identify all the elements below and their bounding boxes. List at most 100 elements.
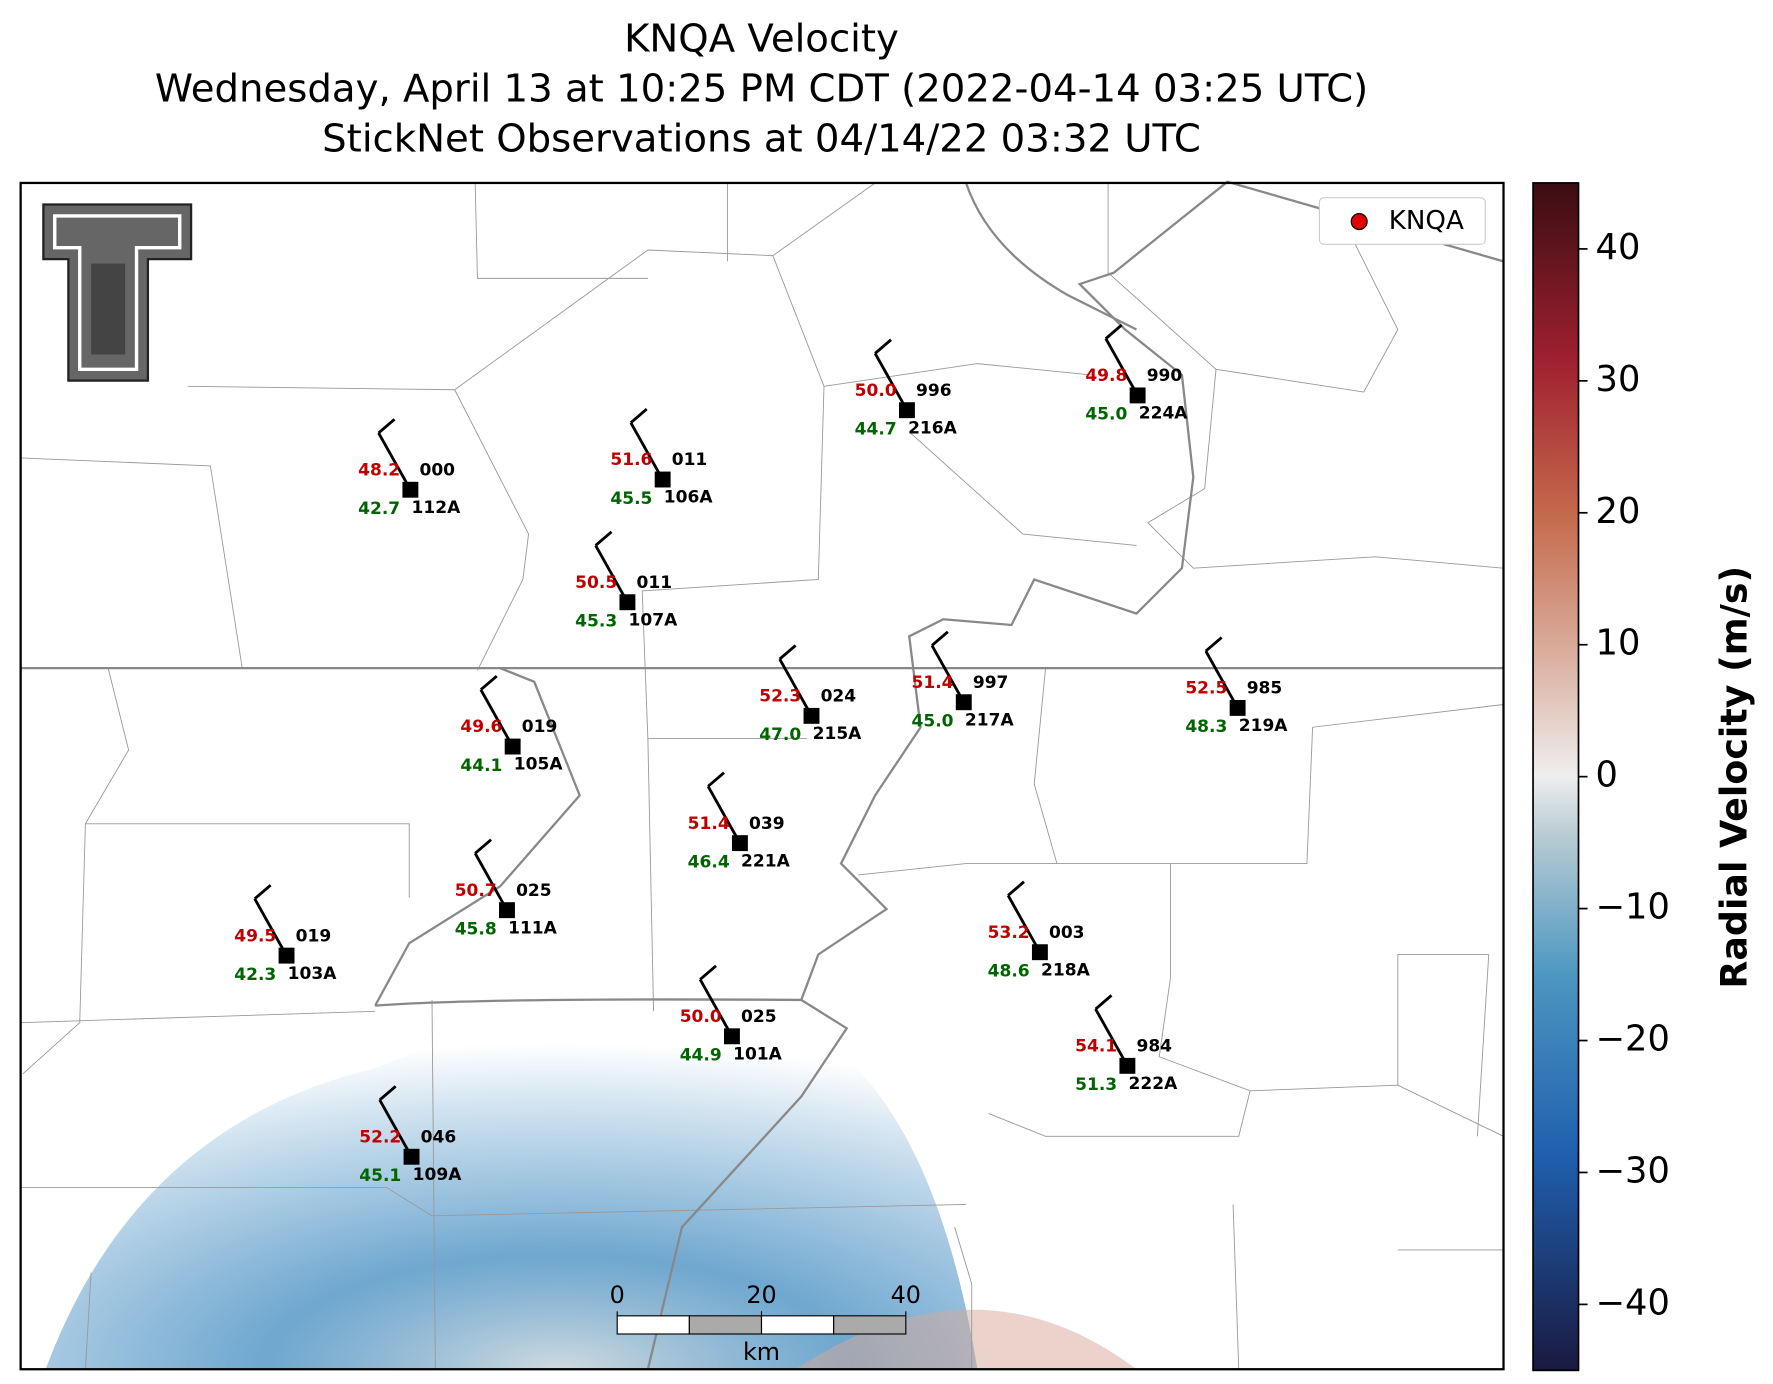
pressure: 019 — [296, 926, 332, 946]
colorbar-label: Radial Velocity (m/s) — [1712, 566, 1755, 989]
subtitle: Wednesday, April 13 at 10:25 PM CDT (202… — [155, 66, 1368, 111]
station-marker — [278, 947, 295, 964]
dewpoint: 46.4 — [688, 852, 730, 872]
pressure: 039 — [749, 814, 785, 834]
dewpoint: 51.3 — [1075, 1075, 1117, 1095]
wind-barb — [699, 964, 717, 981]
wind-barb-staff — [594, 544, 629, 603]
station-marker — [955, 694, 972, 711]
wind-barb — [629, 407, 648, 424]
scale-tick-label: 40 — [891, 1281, 921, 1309]
pressure: 025 — [516, 881, 552, 901]
station-marker — [619, 594, 636, 611]
wind-barb-staff — [479, 689, 514, 748]
colorbar-tick-label: 20 — [1596, 491, 1641, 532]
colorbar-tick-label: 40 — [1596, 227, 1641, 268]
station-id: 218A — [1041, 960, 1091, 980]
scale-tick-label: 20 — [746, 1281, 776, 1309]
colorbar-tick-label: −40 — [1596, 1282, 1670, 1323]
station-id: 112A — [412, 498, 462, 518]
wind-barb — [874, 338, 892, 355]
pressure: 024 — [821, 687, 857, 707]
dewpoint: 48.6 — [988, 962, 1030, 982]
temperature: 51.6 — [610, 450, 652, 470]
temperature: 54.1 — [1075, 1037, 1117, 1057]
temperature: 50.0 — [855, 381, 897, 401]
colorbar — [1532, 182, 1580, 1372]
dewpoint: 44.7 — [855, 420, 897, 440]
logo — [42, 203, 193, 382]
station-id: 111A — [508, 918, 558, 938]
pressure: 046 — [421, 1127, 457, 1147]
temperature: 49.6 — [460, 717, 502, 737]
colorbar-tick-label: 30 — [1596, 359, 1641, 400]
scale-tick-label: 0 — [610, 1281, 625, 1309]
wind-barb-staff — [778, 658, 813, 717]
wind-barb-staff — [930, 644, 966, 703]
station-id: 106A — [664, 488, 714, 508]
station-marker — [402, 481, 419, 498]
station-marker — [1119, 1057, 1136, 1074]
station-id: 222A — [1129, 1074, 1179, 1094]
wind-barb-staff — [698, 978, 734, 1037]
station-id: 109A — [413, 1165, 463, 1185]
dewpoint: 47.0 — [759, 725, 801, 745]
wind-barb — [377, 418, 396, 435]
wind-barb — [1094, 994, 1113, 1011]
wind-barb — [1204, 636, 1223, 653]
pressure: 997 — [973, 673, 1009, 693]
pressure: 990 — [1147, 366, 1183, 386]
temperature: 50.0 — [680, 1007, 722, 1027]
legend-marker — [1350, 213, 1368, 231]
scale-segment — [833, 1315, 907, 1335]
temperature: 50.5 — [575, 573, 617, 593]
pressure: 003 — [1049, 923, 1085, 943]
temperature: 48.2 — [358, 460, 400, 480]
dewpoint: 44.1 — [460, 756, 502, 776]
station-id: 215A — [813, 724, 863, 744]
pressure: 025 — [741, 1007, 777, 1027]
subtitle: StickNet Observations at 04/14/22 03:32 … — [322, 116, 1201, 161]
temperature: 51.4 — [688, 814, 730, 834]
dewpoint: 42.7 — [358, 499, 400, 519]
wind-barb-staff — [253, 898, 288, 957]
station-marker — [1129, 387, 1146, 404]
station-id: 107A — [629, 610, 679, 630]
station-marker — [1031, 944, 1048, 961]
map-frame — [19, 181, 1505, 1371]
wind-barb-staff — [377, 432, 412, 491]
dewpoint: 45.0 — [1085, 405, 1127, 425]
wind-barb — [931, 630, 949, 647]
station-marker — [724, 1028, 740, 1045]
temperature: 52.2 — [359, 1127, 401, 1147]
colorbar-tick-label: −30 — [1596, 1150, 1670, 1191]
dewpoint: 45.3 — [575, 612, 617, 632]
colorbar-tick-label: 0 — [1596, 755, 1618, 796]
wind-barb — [594, 530, 613, 547]
station-marker — [654, 471, 671, 488]
wind-barb-staff — [1094, 1008, 1129, 1067]
wind-barb-staff — [629, 422, 664, 481]
dewpoint: 45.0 — [911, 712, 953, 732]
temperature: 52.5 — [1185, 679, 1227, 699]
pressure: 000 — [419, 460, 455, 480]
legend — [1318, 197, 1486, 245]
colorbar-tick-label: −10 — [1596, 887, 1670, 928]
station-marker — [403, 1148, 420, 1165]
station-id: 217A — [965, 710, 1015, 730]
wind-barb — [1104, 323, 1123, 340]
station-id: 224A — [1139, 404, 1189, 424]
pressure: 984 — [1136, 1037, 1172, 1057]
scale-segment — [688, 1315, 763, 1335]
wind-barb — [378, 1085, 397, 1102]
scale-unit: km — [743, 1338, 780, 1366]
station-marker — [504, 738, 521, 755]
temperature: 52.3 — [759, 687, 801, 707]
wind-barb — [474, 838, 492, 855]
dewpoint: 44.9 — [680, 1046, 722, 1066]
pressure: 011 — [672, 450, 708, 470]
temperature: 53.2 — [988, 923, 1030, 943]
pressure: 985 — [1247, 679, 1283, 699]
map — [20, 180, 1504, 1370]
pressure: 019 — [522, 717, 558, 737]
